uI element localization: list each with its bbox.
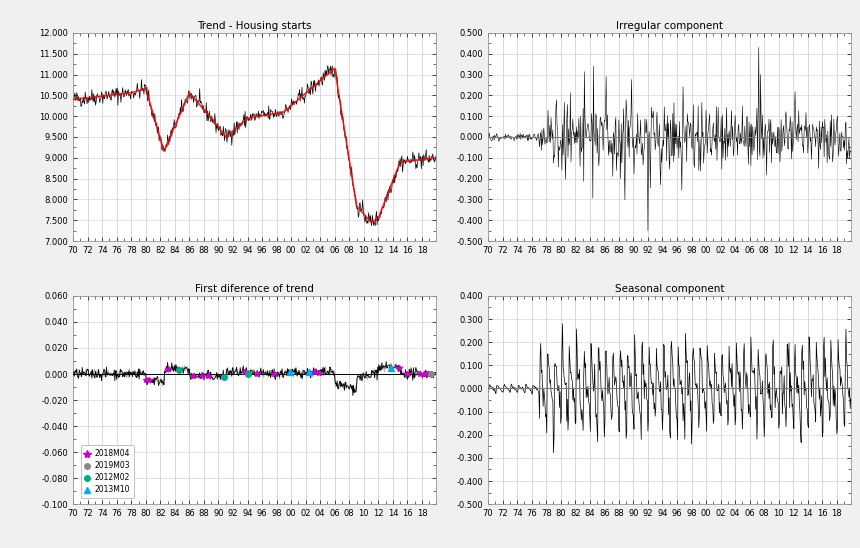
Title: First diference of trend: First diference of trend [195,284,314,294]
Title: Irregular component: Irregular component [617,21,723,31]
Title: Seasonal component: Seasonal component [615,284,724,294]
Legend: 2018M04, 2019M03, 2012M02, 2013M10: 2018M04, 2019M03, 2012M02, 2013M10 [81,446,134,498]
Title: Trend - Housing starts: Trend - Housing starts [198,21,312,31]
